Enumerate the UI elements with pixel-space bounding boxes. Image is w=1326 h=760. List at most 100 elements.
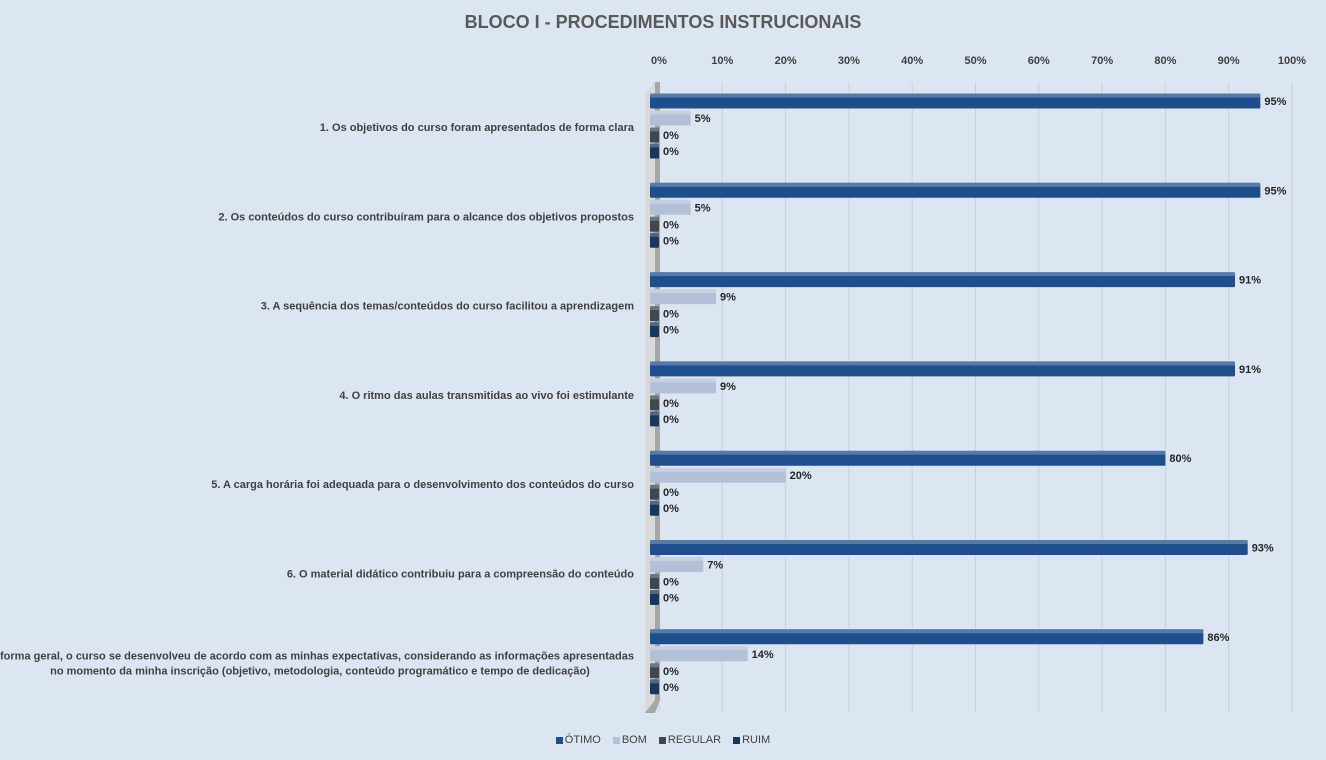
bar-regular — [650, 127, 659, 143]
data-label: 93% — [1252, 543, 1274, 555]
data-label: 14% — [752, 649, 774, 661]
category-label: 5. A carga horária foi adequada para o d… — [211, 479, 634, 491]
data-label: 20% — [790, 470, 812, 482]
bar-highlight — [650, 361, 1236, 366]
bar-ótimo — [650, 93, 1261, 109]
bar-ótimo — [650, 272, 1236, 288]
bar-bom — [650, 557, 704, 572]
legend-label: RUIM — [742, 734, 771, 746]
bar-highlight — [650, 411, 659, 416]
bar-highlight — [650, 93, 1261, 98]
x-tick-label: 50% — [964, 55, 986, 67]
x-tick-label: 40% — [901, 55, 923, 67]
data-label: 86% — [1207, 632, 1229, 644]
bar-regular — [650, 484, 659, 500]
bar-highlight — [650, 557, 704, 561]
bar-ruim — [650, 411, 659, 427]
bar-highlight — [650, 143, 659, 148]
bar-bom — [650, 289, 716, 305]
legend-swatch — [612, 736, 620, 744]
bar-ótimo — [650, 182, 1261, 198]
data-label: 9% — [720, 292, 736, 304]
bar-highlight — [650, 500, 659, 505]
bar-ruim — [650, 590, 659, 605]
bar-highlight — [650, 289, 716, 294]
bar-highlight — [650, 540, 1248, 544]
data-label: 0% — [663, 309, 679, 321]
bar-highlight — [650, 182, 1261, 187]
category-label: no momento da minha inscrição (objetivo,… — [50, 665, 590, 677]
x-tick-label: 90% — [1218, 55, 1240, 67]
x-tick-label: 60% — [1028, 55, 1050, 67]
data-label: 0% — [663, 130, 679, 142]
bar-highlight — [650, 110, 691, 115]
bar-ótimo — [650, 540, 1248, 555]
bar-highlight — [650, 484, 659, 489]
data-label: 0% — [663, 414, 679, 426]
bar-ótimo — [650, 629, 1204, 645]
bar-highlight — [650, 232, 659, 237]
bar-regular — [650, 395, 659, 411]
category-label: 7. De forma geral, o curso se desenvolve… — [0, 650, 634, 662]
bar-bom — [650, 110, 691, 126]
data-label: 0% — [663, 577, 679, 589]
data-label: 80% — [1169, 453, 1191, 465]
bar-bom — [650, 378, 716, 394]
x-tick-label: 10% — [711, 55, 733, 67]
bar-highlight — [650, 590, 659, 594]
bar-highlight — [650, 467, 786, 472]
data-label: 0% — [663, 682, 679, 694]
data-label: 91% — [1239, 364, 1261, 376]
legend-swatch — [733, 736, 741, 744]
bar-highlight — [650, 629, 1204, 634]
category-label: 3. A sequência dos temas/conteúdos do cu… — [261, 301, 634, 313]
bar-highlight — [650, 306, 659, 311]
bar-ótimo — [650, 361, 1236, 377]
bar-regular — [650, 306, 659, 322]
data-label: 0% — [663, 666, 679, 678]
legend-label: REGULAR — [667, 734, 722, 746]
bar-ótimo — [650, 450, 1166, 466]
data-label: 95% — [1264, 96, 1286, 108]
data-label: 9% — [720, 381, 736, 393]
bar-highlight — [650, 663, 659, 668]
bar-ruim — [650, 679, 659, 695]
data-label: 0% — [663, 503, 679, 515]
bar-bom — [650, 199, 691, 215]
data-label: 5% — [695, 202, 711, 214]
data-label: 95% — [1264, 185, 1286, 197]
bar-highlight — [650, 395, 659, 400]
x-tick-label: 30% — [838, 55, 860, 67]
bar-highlight — [650, 216, 659, 221]
category-label: 2. Os conteúdos do curso contribuíram pa… — [218, 211, 634, 223]
data-label: 0% — [663, 325, 679, 337]
legend-swatch — [658, 736, 666, 744]
legend-label: ÓTIMO — [564, 734, 601, 746]
bar-bom — [650, 646, 748, 662]
data-label: 91% — [1239, 275, 1261, 287]
data-label: 5% — [695, 113, 711, 125]
x-tick-label: 20% — [775, 55, 797, 67]
bar-regular — [650, 663, 659, 679]
data-label: 0% — [663, 219, 679, 231]
legend-label: BOM — [621, 734, 647, 746]
legend-item: REGULAR — [658, 734, 722, 746]
bar-regular — [650, 216, 659, 232]
category-label: 1. Os objetivos do curso foram apresenta… — [320, 122, 635, 134]
bar-highlight — [650, 322, 659, 327]
legend: ÓTIMO BOM REGULAR RUIM — [0, 734, 1326, 746]
bar-ruim — [650, 500, 659, 516]
bar-highlight — [650, 679, 659, 684]
data-label: 0% — [663, 487, 679, 499]
bar-highlight — [650, 574, 659, 578]
data-label: 0% — [663, 593, 679, 605]
bar-bom — [650, 467, 786, 483]
bar-highlight — [650, 272, 1236, 277]
x-tick-label: 70% — [1091, 55, 1113, 67]
bar-ruim — [650, 232, 659, 248]
category-label: 6. O material didático contribuiu para a… — [287, 569, 634, 581]
data-label: 0% — [663, 146, 679, 158]
chart-title: BLOCO I - PROCEDIMENTOS INSTRUCIONAIS — [464, 12, 862, 32]
data-label: 7% — [707, 560, 723, 572]
